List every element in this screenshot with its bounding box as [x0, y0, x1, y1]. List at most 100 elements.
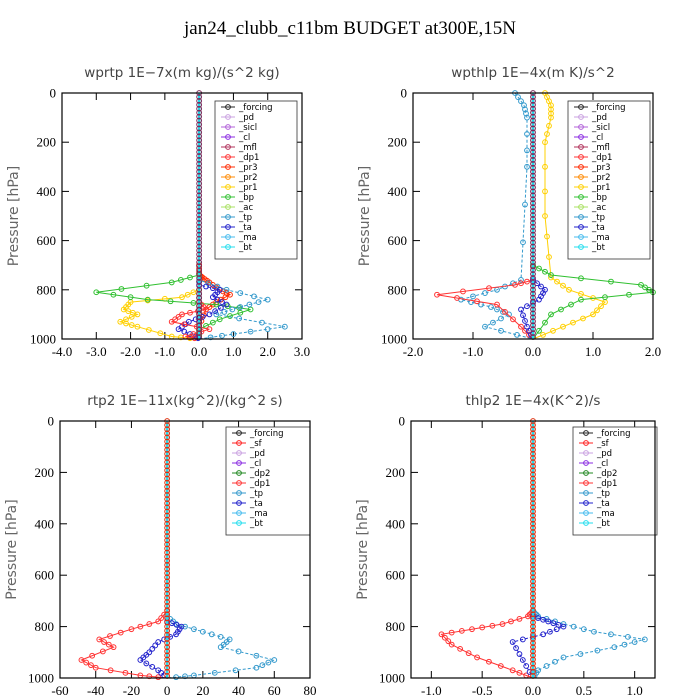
- series-marker: [540, 332, 546, 338]
- zero-line-marker: [530, 520, 536, 527]
- x-tick-label: -1.0: [463, 344, 484, 359]
- series-marker: [548, 106, 554, 113]
- zero-line-marker: [164, 438, 171, 445]
- legend-label: _forcing: [238, 103, 273, 113]
- series-marker: [216, 316, 223, 323]
- series-marker: [552, 658, 558, 665]
- series-line-tp: [198, 93, 285, 340]
- series-marker: [237, 290, 244, 296]
- x-tick-label: 1.0: [585, 344, 601, 359]
- zero-line-marker: [196, 263, 203, 270]
- series-marker: [213, 311, 220, 318]
- y-tick-label: 400: [388, 184, 408, 199]
- zero-line-marker: [196, 105, 203, 112]
- series-marker: [523, 663, 530, 669]
- series-marker: [203, 283, 209, 290]
- zero-line-marker: [530, 125, 536, 132]
- zero-line-marker: [164, 578, 171, 585]
- series-marker: [512, 281, 518, 288]
- series-marker: [155, 639, 162, 645]
- series-marker: [203, 306, 209, 313]
- zero-line-marker: [164, 607, 171, 614]
- legend-marker: [236, 450, 242, 456]
- zero-line-marker: [196, 318, 203, 325]
- zero-line-marker: [530, 644, 536, 651]
- zero-line-marker: [530, 310, 536, 317]
- zero-line-marker: [530, 438, 536, 445]
- zero-line-marker: [164, 603, 171, 609]
- series-marker: [209, 294, 216, 301]
- series-marker: [522, 106, 528, 113]
- zero-line-marker: [196, 153, 203, 159]
- zero-line-marker: [196, 184, 203, 191]
- legend-label: _dp1: [591, 153, 612, 163]
- series-marker: [641, 636, 648, 643]
- series-marker: [580, 315, 586, 322]
- zero-line-marker: [164, 562, 171, 568]
- zero-line-marker: [164, 590, 171, 597]
- series-marker: [230, 331, 237, 337]
- series-marker: [89, 652, 96, 659]
- x-tick-label: -4.0: [52, 344, 73, 359]
- rtp2-panel: rtp2 1E−11x(kg^2)/(kg^2 s) Pressure [hPa]…: [4, 393, 317, 698]
- zero-line-marker: [164, 459, 171, 466]
- series-marker: [577, 651, 584, 657]
- legend-marker: [236, 500, 242, 506]
- zero-line-marker: [196, 149, 203, 155]
- series-marker: [264, 296, 271, 303]
- zero-line-marker: [196, 239, 203, 246]
- series-marker: [92, 664, 99, 671]
- zero-line-marker: [530, 212, 536, 218]
- series-marker: [137, 623, 144, 630]
- zero-line-marker: [530, 196, 536, 203]
- series-marker: [515, 94, 521, 100]
- series-marker: [509, 639, 516, 645]
- series-marker: [184, 291, 191, 298]
- series-marker: [474, 654, 480, 661]
- y-tick-label: 0: [401, 86, 408, 101]
- series-marker: [167, 298, 174, 305]
- series-marker: [236, 315, 243, 322]
- zero-line-marker: [530, 271, 536, 277]
- zero-line-marker: [530, 615, 536, 622]
- zero-line-marker: [164, 446, 171, 453]
- x-tick-label: 40: [232, 683, 245, 698]
- series-marker: [145, 327, 152, 333]
- legend-marker: [583, 470, 589, 476]
- zero-line-marker: [164, 430, 171, 437]
- x-tick-label: 0.0: [525, 344, 541, 359]
- zero-line-marker: [530, 479, 536, 486]
- zero-line-marker: [164, 520, 171, 527]
- series-marker: [509, 667, 516, 674]
- zero-line-marker: [164, 422, 171, 429]
- panel-title: rtp2 1E−11x(kg^2)/(kg^2 s): [87, 393, 282, 409]
- legend-marker: [583, 500, 589, 506]
- zero-line-marker: [196, 267, 203, 274]
- zero-line-marker: [196, 196, 203, 203]
- series-marker: [538, 283, 544, 290]
- series-marker: [217, 633, 224, 640]
- zero-line-marker: [164, 557, 171, 564]
- series-marker: [558, 306, 564, 313]
- zero-line-marker: [164, 508, 171, 515]
- series-marker: [498, 327, 504, 334]
- zero-line-marker: [164, 656, 171, 663]
- legend-marker: [236, 470, 242, 476]
- x-tick-label: -60: [51, 683, 68, 698]
- legend-label: _dp1: [596, 479, 617, 489]
- series-marker: [93, 289, 100, 296]
- series-marker: [510, 316, 516, 323]
- zero-line-marker: [530, 648, 536, 655]
- zero-line-marker: [164, 529, 171, 535]
- zero-line-marker: [196, 302, 203, 309]
- zero-line-marker: [530, 537, 536, 544]
- legend-label: _pd: [238, 113, 254, 123]
- zero-line-marker: [196, 259, 203, 266]
- zero-line-marker: [530, 594, 536, 601]
- x-tick-label: -40: [87, 683, 104, 698]
- series-marker: [594, 647, 601, 654]
- legend-marker: [578, 244, 584, 250]
- y-tick-label: 1000: [30, 332, 56, 347]
- zero-line-marker: [164, 648, 171, 655]
- zero-line-marker: [164, 619, 171, 626]
